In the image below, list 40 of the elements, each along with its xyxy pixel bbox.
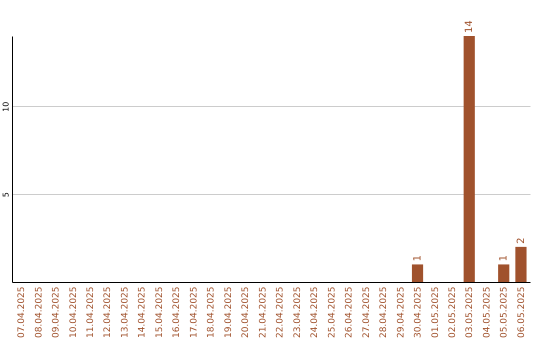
x-tick-label: 04.05.2025 [482, 286, 492, 338]
data-label: 1 [498, 255, 510, 262]
x-tick-label: 01.05.2025 [430, 286, 441, 338]
x-tick-label: 23.04.2025 [292, 286, 303, 338]
x-tick-label: 20.04.2025 [241, 286, 252, 338]
x-tick-label: 08.04.2025 [34, 286, 44, 338]
x-tick-label: 28.04.2025 [379, 286, 390, 338]
x-tick-label: 30.04.2025 [414, 286, 424, 338]
x-tick-label: 22.04.2025 [276, 286, 286, 338]
x-tick-label: 14.04.2025 [138, 286, 148, 338]
bar [464, 36, 475, 282]
x-tick-label: 18.04.2025 [206, 286, 217, 338]
x-tick-label: 02.05.2025 [448, 286, 458, 338]
x-tick-label: 09.04.2025 [52, 286, 62, 338]
y-tick-label: 10 [2, 102, 10, 112]
x-tick-label: 11.04.2025 [86, 286, 96, 338]
data-label: 1 [412, 255, 424, 262]
x-tick-label: 05.05.2025 [500, 286, 510, 338]
x-tick-label: 21.04.2025 [258, 286, 268, 338]
y-tick-label: 5 [2, 192, 10, 198]
x-tick-label: 13.04.2025 [120, 286, 130, 338]
x-tick-label: 03.05.2025 [465, 286, 476, 338]
x-tick-label: 25.04.2025 [327, 286, 338, 338]
bar [498, 264, 510, 282]
x-tick-label: 29.04.2025 [396, 286, 406, 338]
x-tick-label: 24.04.2025 [310, 286, 320, 338]
x-tick-label: 27.04.2025 [362, 286, 372, 338]
x-tick-label: 07.04.2025 [17, 286, 28, 338]
data-label: 14 [464, 20, 476, 33]
data-label: 2 [516, 237, 527, 244]
bar [412, 264, 424, 282]
x-tick-label: 17.04.2025 [189, 286, 200, 338]
x-tick-label: 10.04.2025 [68, 286, 79, 338]
x-tick-label: 19.04.2025 [224, 286, 234, 338]
x-tick-label: 06.05.2025 [516, 286, 527, 338]
x-tick-label: 15.04.2025 [154, 286, 165, 338]
x-tick-label: 26.04.2025 [344, 286, 355, 338]
x-tick-label: 16.04.2025 [172, 286, 182, 338]
x-tick-label: 12.04.2025 [103, 286, 114, 338]
bar [515, 246, 527, 282]
